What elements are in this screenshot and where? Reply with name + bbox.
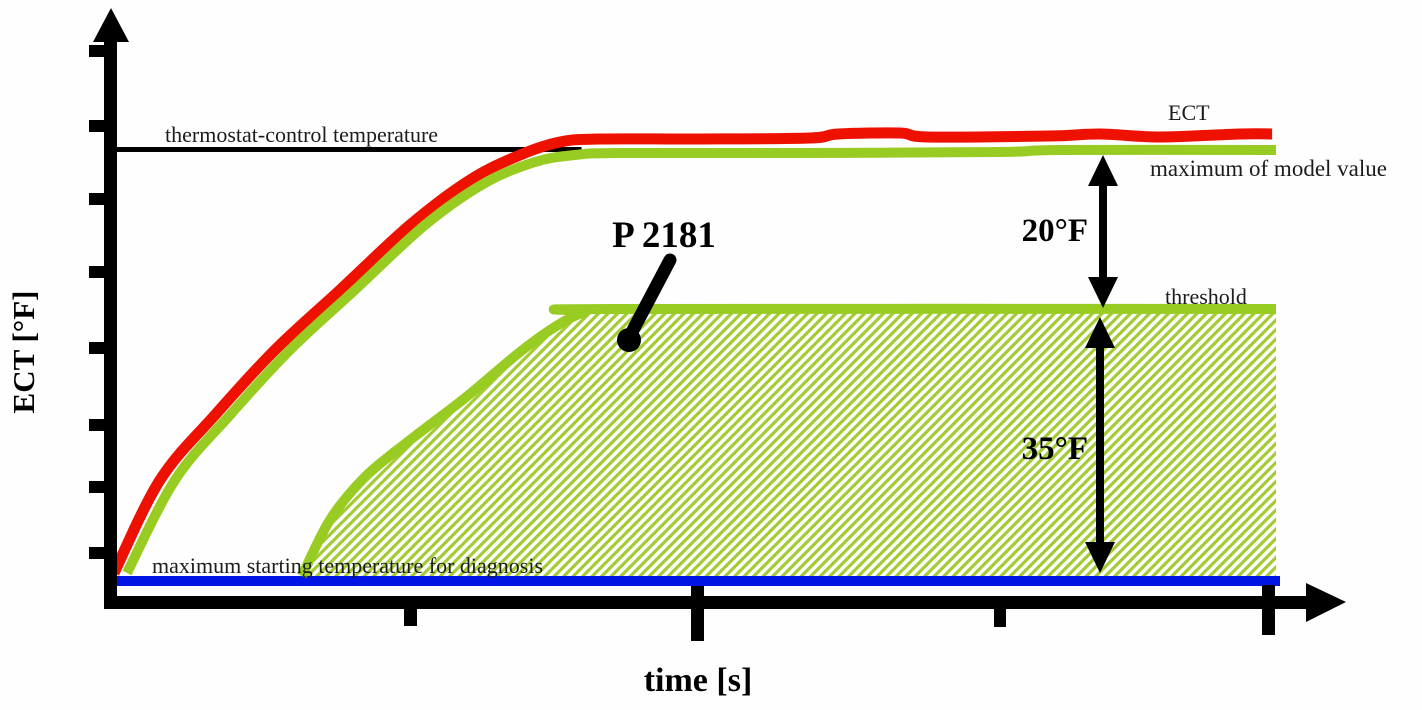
- x-tick: [404, 608, 417, 626]
- ect-curve-label: ECT: [1168, 100, 1210, 125]
- x-tick: [691, 586, 704, 641]
- model-max-curve-label: maximum of model value: [1150, 156, 1387, 181]
- series-layer: [109, 127, 1280, 586]
- y-tick: [89, 266, 106, 278]
- delta-35f-label: 35°F: [1022, 431, 1088, 467]
- delta-35f-arrow: [1085, 317, 1115, 573]
- y-tick: [89, 481, 106, 493]
- y-axis-label: ECT [°F]: [6, 291, 41, 414]
- hatched-threshold-area: [302, 308, 1277, 578]
- y-tick: [89, 45, 106, 57]
- delta-20f-label: 20°F: [1022, 213, 1088, 249]
- curve-maximum-of-model-value: [122, 144, 1277, 576]
- y-tick: [89, 193, 106, 205]
- x-axis-ticks: [404, 585, 1275, 641]
- fault-code-label: P 2181: [612, 215, 716, 256]
- y-axis-line: [104, 34, 117, 608]
- x-axis-line: [104, 596, 1312, 609]
- y-tick: [89, 342, 106, 354]
- y-axis-ticks: [89, 45, 106, 559]
- y-tick: [89, 547, 106, 559]
- start-temp-line-label: maximum starting temperature for diagnos…: [152, 553, 543, 578]
- thermostat-line-label: thermostat-control temperature: [165, 122, 438, 147]
- curve-ect: [109, 127, 1273, 576]
- curve-threshold: [297, 303, 1277, 579]
- x-axis-arrowhead-icon: [1306, 583, 1346, 622]
- y-axis-arrowhead-icon: [93, 8, 129, 42]
- threshold-label: threshold: [1165, 284, 1247, 309]
- x-tick: [994, 606, 1006, 627]
- x-axis-label: time [s]: [644, 662, 753, 699]
- fault-code-pointer: [617, 253, 677, 352]
- y-tick: [89, 120, 106, 132]
- delta-20f-arrow: [1088, 155, 1118, 308]
- x-tick: [1262, 585, 1275, 635]
- y-tick: [89, 419, 106, 431]
